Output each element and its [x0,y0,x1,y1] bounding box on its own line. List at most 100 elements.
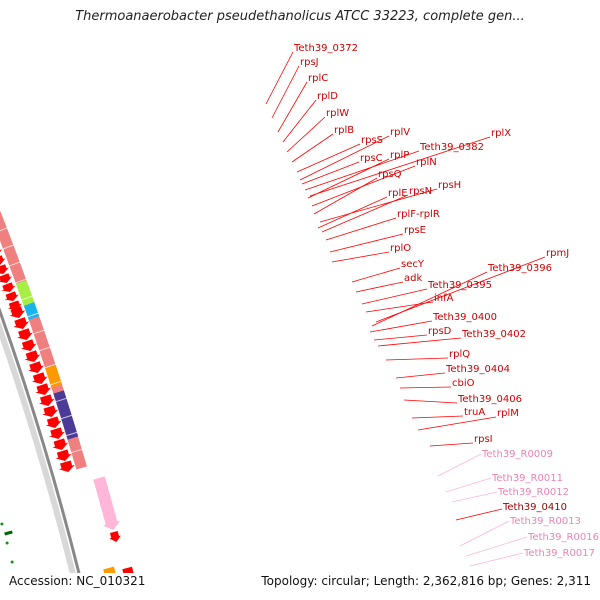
gene-label[interactable]: rpsQ [378,169,402,180]
gene-arrow [13,317,30,329]
gene-label[interactable]: rplM [497,408,519,419]
band-separator [70,448,83,454]
band-lime [16,280,35,306]
gene-label[interactable]: rplB [334,125,354,136]
selected-leader [455,508,503,521]
gene-label[interactable]: rpsE [404,225,426,236]
gene-label[interactable]: secY [401,259,425,270]
gene-label[interactable]: infA [434,293,454,304]
band-separator [60,414,73,420]
gene-arrow [0,273,13,283]
gene-arrow [1,282,16,292]
gene-label[interactable]: rpsJ [300,57,319,68]
band-orange-bottom [103,566,116,573]
gene-arrow [0,264,9,274]
gene-labels: Teth39_0372 rpsJ rplC rplD rplW rplB rpsS rplV T… [265,43,599,567]
gene-arrow [17,328,33,340]
gene-label[interactable]: Teth39_0406 [457,394,522,405]
rna-label[interactable]: Teth39_R0016 [527,532,599,543]
band-purple [53,390,79,440]
label-leader [365,301,434,313]
band-separator [21,295,33,301]
rna-leader [465,536,528,557]
band-separator [2,244,15,250]
gene-arrow [52,438,69,450]
label-leader [277,81,308,133]
label-leader [299,135,390,181]
label-leader [429,442,474,447]
gene-label[interactable]: cbiO [452,378,475,389]
scale-dot [5,541,9,545]
gene-arrow [42,405,59,417]
band-separator [65,431,78,437]
label-leader [307,158,390,199]
rna-label[interactable]: Teth39_R0011 [491,473,563,484]
gene-label[interactable]: Teth39_0400 [432,312,497,323]
label-leader [329,233,404,253]
label-leader [377,337,462,347]
label-leader [291,133,334,163]
gene-label[interactable]: rplX [491,128,511,139]
rna-leader [451,491,498,503]
band-separator [49,380,62,386]
gene-label[interactable]: Teth39_0402 [461,329,526,340]
band-separator [38,346,51,352]
band-separator [44,363,57,369]
gene-label[interactable]: rplD [317,91,338,102]
rna-leader [459,520,510,547]
backbone-shadow [0,321,76,573]
gene-arrow [24,350,41,362]
gene-label[interactable]: rpsC [360,153,383,164]
gene-arrow [28,361,44,373]
rna-arrow [93,476,121,530]
gene-label[interactable]: rpsN [409,186,432,197]
gene-label[interactable]: adk [404,273,422,284]
label-leader [313,177,378,215]
gene-label[interactable]: rpmJ [546,248,569,259]
rna-label[interactable]: Teth39_R0009 [481,449,553,460]
gene-label[interactable]: rplQ [449,349,470,360]
gene-label[interactable]: Teth39_0404 [445,364,510,375]
gene-arrow [4,291,19,301]
gene-label[interactable]: rplV [390,127,410,138]
gene-label[interactable]: rplO [390,243,411,254]
gene-label[interactable]: Teth39_0382 [419,142,484,153]
gene-label[interactable]: rpsD [428,326,452,337]
label-leader [351,267,401,283]
label-leader [301,161,360,185]
gene-arrow [35,383,52,395]
rna-label[interactable]: Teth39_R0012 [497,487,569,498]
label-leader [369,320,433,333]
band-cyan [23,302,40,320]
cds-band [0,210,87,470]
gene-label[interactable]: rpsI [474,434,493,445]
gene-label[interactable]: Teth39_0372 [293,43,358,54]
backbone-line [0,307,81,573]
gene-label[interactable]: rplP [390,150,409,161]
rna-label[interactable]: Teth39_R0017 [523,548,595,559]
gene-arrow [7,300,23,310]
rna-label[interactable]: Teth39_R0013 [509,516,581,527]
accession-text: Accession: NC_010321 [9,574,146,588]
selected-gene-label[interactable]: Teth39_0410 [502,502,567,513]
gene-arrow [0,249,3,252]
label-leader [282,99,317,143]
gene-label[interactable]: Teth39_0396 [487,263,552,274]
band-red-bottom [122,566,134,573]
gene-label[interactable]: rpsS [361,135,383,146]
gene-arrow [45,416,62,428]
summary-text: Topology: circular; Length: 2,362,816 bp… [261,574,591,588]
rna-leader [469,552,524,567]
gene-label[interactable]: rpsH [438,180,461,191]
band-separator [55,397,68,403]
gene-label[interactable]: Teth39_0395 [427,280,492,291]
gene-label[interactable]: rplC [308,73,328,84]
gene-label[interactable]: truA [464,407,485,418]
gene-label[interactable]: rplF-rplR [397,209,440,220]
gene-label[interactable]: rplN [416,157,437,168]
gene-label[interactable]: rplW [326,108,349,119]
gene-label[interactable]: rplE [388,188,408,199]
map-title: Thermoanaerobacter pseudethanolicus ATCC… [75,9,525,24]
scale-dot [10,560,14,564]
gene-arrow [55,449,72,461]
